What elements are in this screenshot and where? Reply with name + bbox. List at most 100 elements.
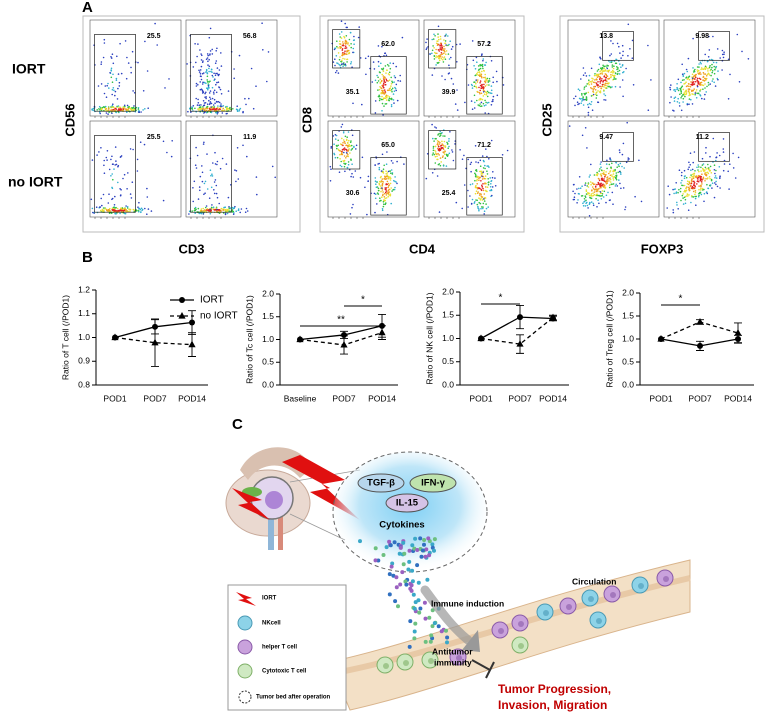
event-dot <box>601 86 603 88</box>
event-dot <box>438 154 440 156</box>
cytokine-dot <box>429 640 433 644</box>
event-dot <box>335 138 337 140</box>
event-dot <box>330 147 332 149</box>
event-dot <box>342 63 344 65</box>
event-dot <box>591 88 593 90</box>
panel-label: C <box>232 416 243 433</box>
event-dot <box>116 106 118 108</box>
event-dot <box>375 177 377 179</box>
event-dot <box>702 158 704 160</box>
event-dot <box>437 142 439 144</box>
event-dot <box>697 164 699 166</box>
event-dot <box>441 145 443 147</box>
event-dot <box>380 176 382 178</box>
event-dot <box>140 212 142 214</box>
event-dot <box>379 86 381 88</box>
event-dot <box>723 51 725 53</box>
event-dot <box>474 107 476 109</box>
event-dot <box>138 211 140 213</box>
event-dot <box>341 63 343 65</box>
event-dot <box>242 145 244 147</box>
event-dot <box>583 67 585 69</box>
event-dot <box>381 88 383 90</box>
event-dot <box>113 106 115 108</box>
event-dot <box>688 209 690 211</box>
event-dot <box>598 86 600 88</box>
event-dot <box>385 176 387 178</box>
event-dot <box>700 95 702 97</box>
event-dot <box>588 81 590 83</box>
event-dot <box>693 191 695 193</box>
event-dot <box>480 160 482 162</box>
event-dot <box>199 107 201 109</box>
event-dot <box>485 62 487 64</box>
event-dot <box>111 156 113 158</box>
event-dot <box>220 210 222 212</box>
event-dot <box>346 155 348 157</box>
event-dot <box>618 164 620 166</box>
event-dot <box>690 81 692 83</box>
event-dot <box>336 70 338 72</box>
event-dot <box>444 141 446 143</box>
event-dot <box>120 156 122 158</box>
event-dot <box>714 177 716 179</box>
event-dot <box>402 37 404 39</box>
event-dot <box>584 94 586 96</box>
event-dot <box>703 85 705 87</box>
cytokine-dot <box>426 536 430 540</box>
event-dot <box>697 181 699 183</box>
event-dot <box>613 179 615 181</box>
event-dot <box>199 71 201 73</box>
event-dot <box>479 90 481 92</box>
event-dot <box>685 91 687 93</box>
event-dot <box>672 110 674 112</box>
x-tick-label: POD14 <box>178 393 206 403</box>
event-dot <box>343 36 345 38</box>
event-dot <box>392 88 394 90</box>
event-dot <box>344 54 346 56</box>
event-dot <box>203 72 205 74</box>
event-dot <box>471 84 473 86</box>
event-dot <box>213 208 215 210</box>
event-dot <box>609 171 611 173</box>
axis-label: CD8 <box>299 107 314 133</box>
event-dot <box>448 73 450 75</box>
panel-label: A <box>82 0 93 16</box>
event-dot <box>704 193 706 195</box>
event-dot <box>431 39 433 41</box>
event-dot <box>574 193 576 195</box>
event-dot <box>670 89 672 91</box>
cell-nucleus <box>588 596 594 602</box>
event-dot <box>385 103 387 105</box>
event-dot <box>212 98 214 100</box>
event-dot <box>381 180 383 182</box>
event-dot <box>484 93 486 95</box>
event-dot <box>346 35 348 37</box>
cytokine-dot <box>410 543 414 547</box>
event-dot <box>705 168 707 170</box>
event-dot <box>440 157 442 159</box>
event-dot <box>587 104 589 106</box>
event-dot <box>218 75 220 77</box>
event-dot <box>383 199 385 201</box>
cytokine-dot <box>394 575 398 579</box>
event-dot <box>112 53 114 55</box>
event-dot <box>376 75 378 77</box>
event-dot <box>245 104 247 106</box>
event-dot <box>198 70 200 72</box>
event-dot <box>391 81 393 83</box>
event-dot <box>584 184 586 186</box>
event-dot <box>109 72 111 74</box>
event-dot <box>490 186 492 188</box>
event-dot <box>697 179 699 181</box>
event-dot <box>198 102 200 104</box>
event-dot <box>695 74 697 76</box>
event-dot <box>609 61 611 63</box>
event-dot <box>382 189 384 191</box>
event-dot <box>388 65 390 67</box>
event-dot <box>715 181 717 183</box>
event-dot <box>217 67 219 69</box>
induction-label: Immune induction <box>431 598 504 608</box>
event-dot <box>449 58 451 60</box>
event-dot <box>483 95 485 97</box>
